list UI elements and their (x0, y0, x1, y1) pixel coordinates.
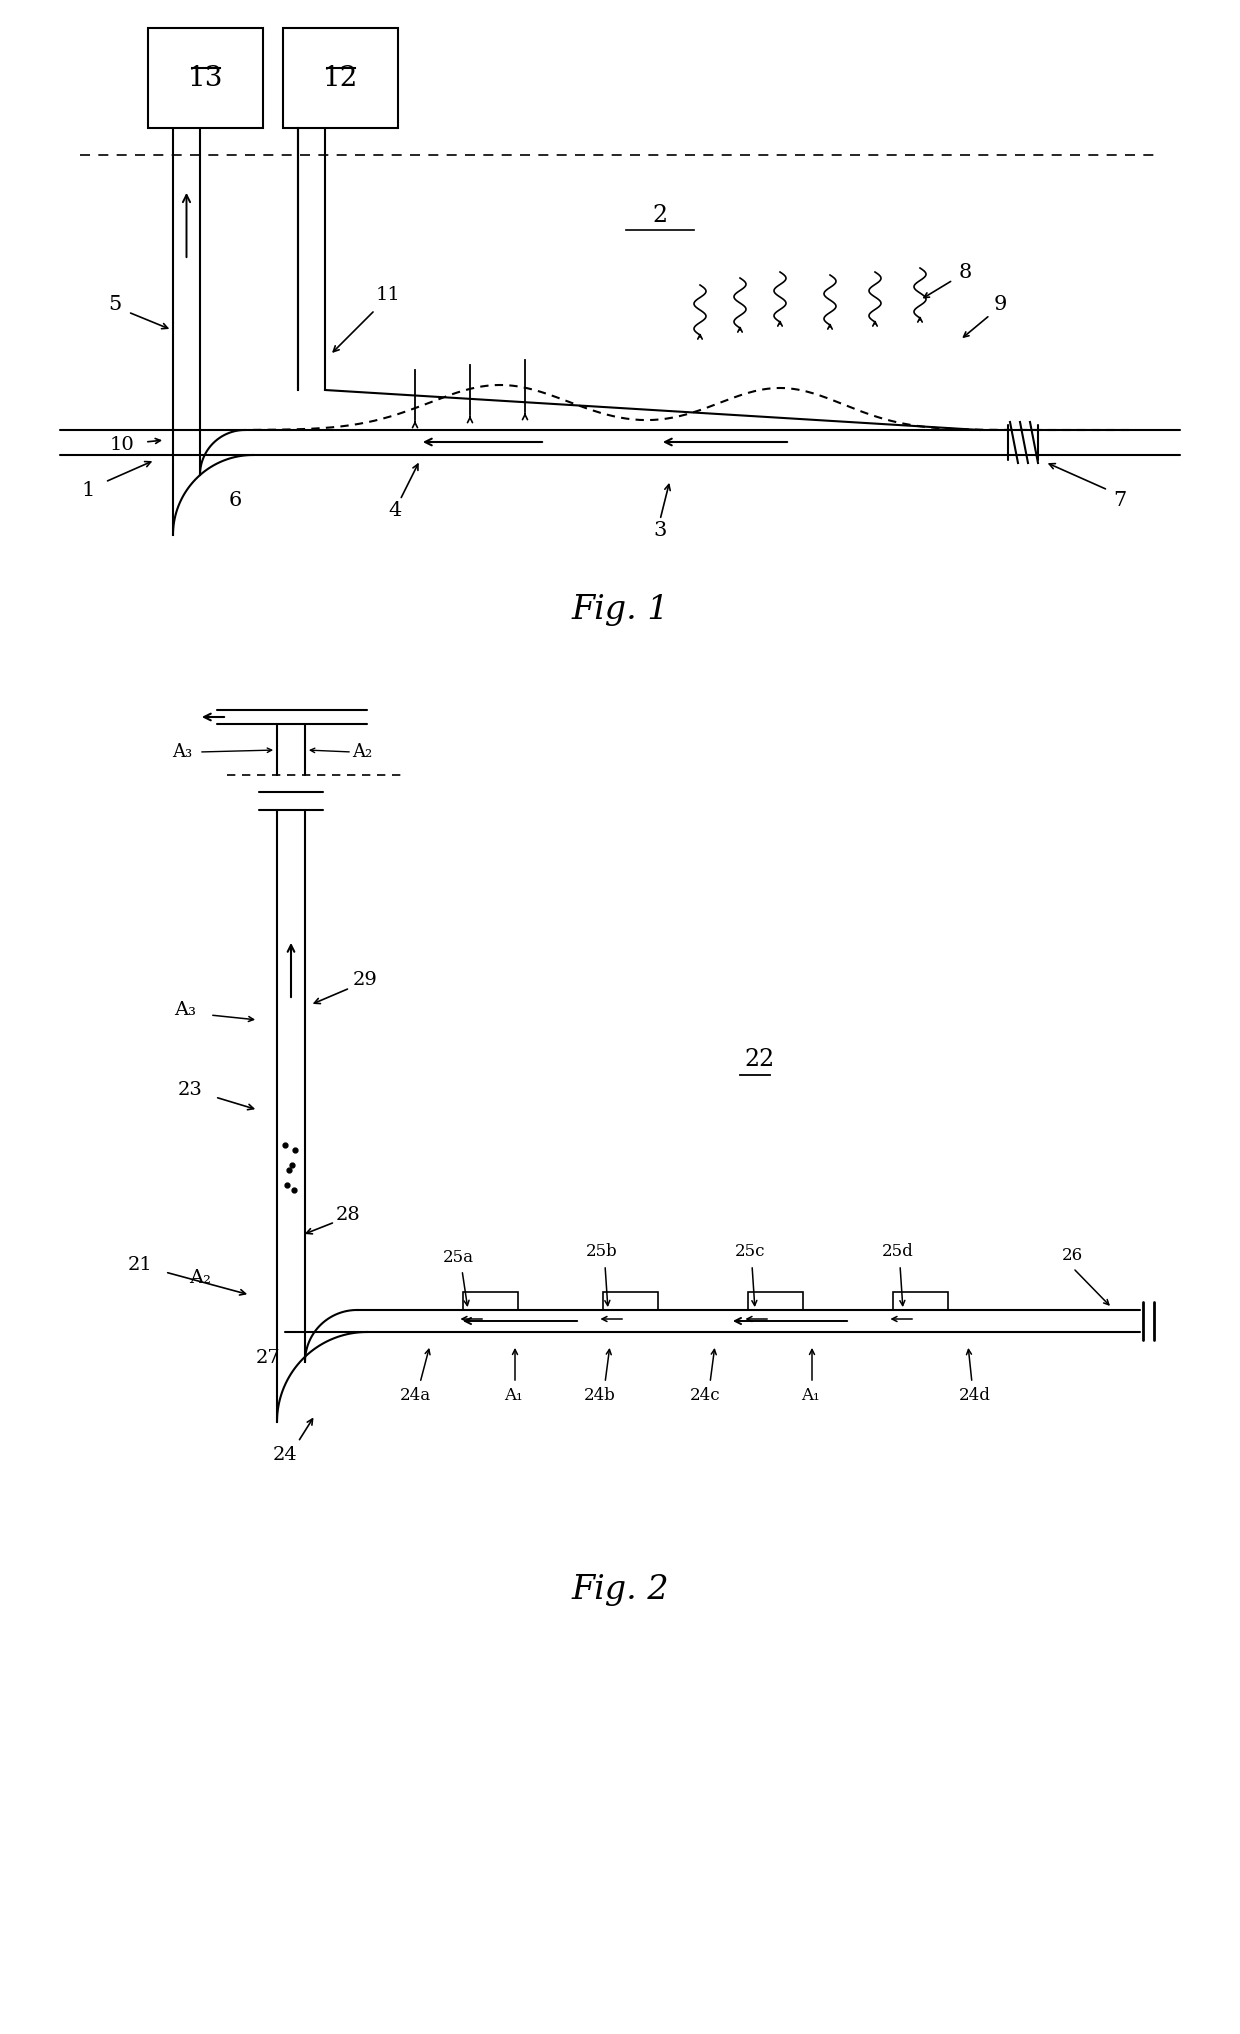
Text: A₁: A₁ (503, 1387, 522, 1403)
Text: 24b: 24b (584, 1387, 616, 1403)
Bar (148, 28, 263, 128)
Text: 2: 2 (652, 203, 667, 226)
Text: 27: 27 (255, 1349, 280, 1367)
Text: 24c: 24c (689, 1387, 720, 1403)
Bar (463, 1292, 517, 1310)
Text: 5: 5 (108, 295, 122, 315)
Text: A₃: A₃ (172, 742, 192, 761)
Bar (283, 28, 398, 128)
Text: 7: 7 (1114, 490, 1127, 508)
Text: 13: 13 (187, 65, 223, 92)
Text: 8: 8 (959, 262, 972, 281)
Text: 25c: 25c (735, 1243, 765, 1261)
Bar (603, 1292, 657, 1310)
Text: 26: 26 (1061, 1247, 1083, 1263)
Text: 28: 28 (336, 1206, 361, 1224)
Text: 6: 6 (228, 490, 242, 508)
Text: 11: 11 (376, 287, 401, 303)
Text: 12: 12 (322, 65, 358, 92)
Text: Fig. 2: Fig. 2 (572, 1574, 668, 1607)
Text: A₁: A₁ (801, 1387, 820, 1403)
Text: 25b: 25b (587, 1243, 618, 1261)
Text: A₂: A₂ (352, 742, 372, 761)
Text: 22: 22 (745, 1048, 775, 1072)
Text: Fig. 1: Fig. 1 (572, 594, 668, 626)
Text: 10: 10 (109, 435, 134, 454)
Text: A₃: A₃ (174, 1001, 196, 1019)
Text: 3: 3 (653, 521, 667, 539)
Text: 24d: 24d (959, 1387, 991, 1403)
Text: 23: 23 (177, 1080, 202, 1098)
Text: 4: 4 (388, 500, 402, 519)
Text: 24a: 24a (399, 1387, 430, 1403)
Text: 25d: 25d (882, 1243, 914, 1261)
Bar (748, 1292, 802, 1310)
Text: 29: 29 (352, 970, 377, 989)
Text: 24: 24 (273, 1446, 298, 1464)
Bar (893, 1292, 947, 1310)
Text: 9: 9 (993, 295, 1007, 315)
Text: 1: 1 (82, 480, 94, 500)
Text: 25a: 25a (443, 1249, 474, 1267)
Text: A₂: A₂ (188, 1269, 211, 1288)
Text: 21: 21 (128, 1257, 153, 1273)
